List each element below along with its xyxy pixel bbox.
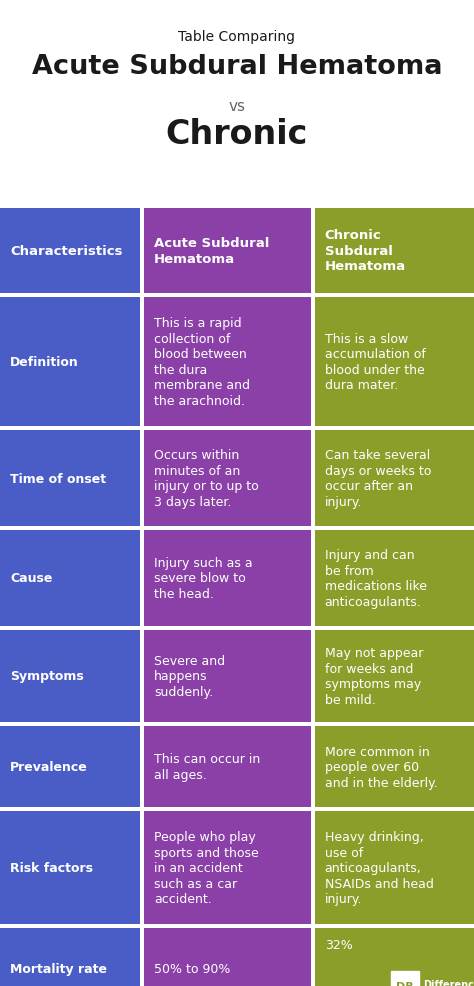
Text: Injury such as a
severe blow to
the head.: Injury such as a severe blow to the head… xyxy=(154,556,253,600)
Text: vs: vs xyxy=(228,99,246,113)
Text: Time of onset: Time of onset xyxy=(10,472,106,485)
Text: This is a slow
accumulation of
blood under the
dura mater.: This is a slow accumulation of blood und… xyxy=(325,332,426,391)
Text: Table Comparing: Table Comparing xyxy=(179,30,295,43)
Bar xyxy=(0,928,140,986)
Bar xyxy=(0,630,140,723)
Text: Acute Subdural Hematoma: Acute Subdural Hematoma xyxy=(32,54,442,80)
Text: Symptoms: Symptoms xyxy=(10,669,84,682)
Bar xyxy=(0,530,140,626)
Text: 32%: 32% xyxy=(325,938,353,951)
Bar xyxy=(144,530,310,626)
Text: Difference: Difference xyxy=(423,979,474,986)
Text: Cause: Cause xyxy=(10,572,52,585)
Text: Chronic: Chronic xyxy=(166,118,308,151)
Bar xyxy=(144,727,310,808)
Text: Can take several
days or weeks to
occur after an
injury.: Can take several days or weeks to occur … xyxy=(325,449,431,509)
Text: DB: DB xyxy=(396,981,414,986)
Bar xyxy=(0,298,140,427)
Bar xyxy=(315,928,474,986)
Bar xyxy=(144,630,310,723)
Text: Characteristics: Characteristics xyxy=(10,245,122,257)
Bar xyxy=(0,727,140,808)
Bar xyxy=(315,530,474,626)
Text: Definition: Definition xyxy=(10,356,79,369)
Text: 50% to 90%: 50% to 90% xyxy=(154,962,230,975)
Text: Chronic
Subdural
Hematoma: Chronic Subdural Hematoma xyxy=(325,230,406,273)
Bar xyxy=(315,811,474,924)
Text: This can occur in
all ages.: This can occur in all ages. xyxy=(154,752,260,781)
Text: Risk factors: Risk factors xyxy=(10,861,93,875)
Text: People who play
sports and those
in an accident
such as a car
accident.: People who play sports and those in an a… xyxy=(154,830,259,905)
Text: Severe and
happens
suddenly.: Severe and happens suddenly. xyxy=(154,655,225,698)
Text: More common in
people over 60
and in the elderly.: More common in people over 60 and in the… xyxy=(325,745,438,789)
Bar xyxy=(315,727,474,808)
Bar xyxy=(144,431,310,527)
Bar xyxy=(0,209,140,294)
Bar xyxy=(144,209,310,294)
Text: This is a rapid
collection of
blood between
the dura
membrane and
the arachnoid.: This is a rapid collection of blood betw… xyxy=(154,317,250,407)
Text: Mortality rate: Mortality rate xyxy=(10,962,107,975)
Text: May not appear
for weeks and
symptoms may
be mild.: May not appear for weeks and symptoms ma… xyxy=(325,647,423,706)
Text: Injury and can
be from
medications like
anticoagulants.: Injury and can be from medications like … xyxy=(325,548,427,608)
Bar xyxy=(144,928,310,986)
Bar xyxy=(315,209,474,294)
Bar xyxy=(315,630,474,723)
Bar xyxy=(144,811,310,924)
Bar xyxy=(144,298,310,427)
Text: Acute Subdural
Hematoma: Acute Subdural Hematoma xyxy=(154,237,269,265)
Text: Occurs within
minutes of an
injury or to up to
3 days later.: Occurs within minutes of an injury or to… xyxy=(154,449,259,509)
Text: Heavy drinking,
use of
anticoagulants,
NSAIDs and head
injury.: Heavy drinking, use of anticoagulants, N… xyxy=(325,830,434,905)
Bar xyxy=(391,971,419,986)
Bar xyxy=(315,298,474,427)
Text: Prevalence: Prevalence xyxy=(10,760,88,773)
Bar xyxy=(0,431,140,527)
Bar xyxy=(315,431,474,527)
Bar xyxy=(0,811,140,924)
